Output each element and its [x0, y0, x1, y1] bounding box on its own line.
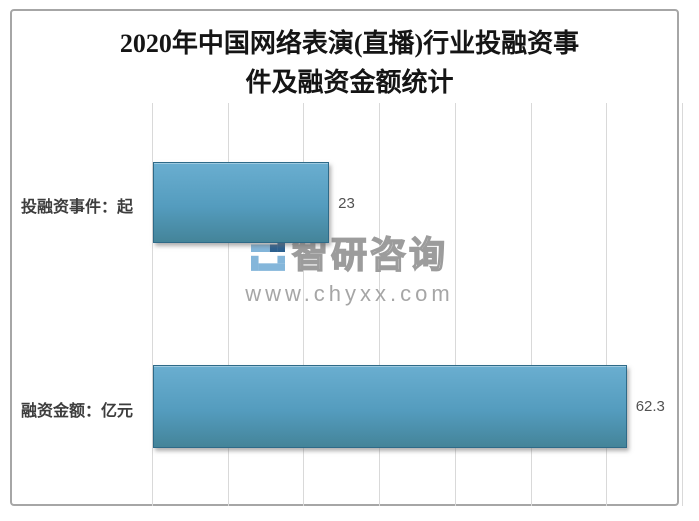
- gridline-x-50: [530, 103, 532, 506]
- gridline-x-0: [152, 103, 153, 506]
- category-label-investment-events: 投融资事件：起: [20, 199, 133, 216]
- chart-title-line1: 2020年中国网络表演(直播)行业投融资事: [119, 29, 580, 58]
- value-label-investment-events: 23: [338, 195, 355, 212]
- gridline-x-10: [227, 103, 229, 506]
- chart-frame-border: [10, 9, 679, 506]
- bar-financing-amount: [153, 365, 627, 448]
- value-label-financing-amount: 62.3: [635, 398, 665, 415]
- category-label-financing-amount: 融资金额：亿元: [20, 403, 133, 420]
- watermark-url: www.chyxx.com: [245, 281, 454, 306]
- gridline-x-20: [303, 103, 305, 506]
- bar-investment-events: [153, 162, 330, 243]
- gridline-x-70: [682, 103, 683, 506]
- chart-title: 2020年中国网络表演(直播)行业投融资事 件及融资金额统计: [60, 24, 639, 102]
- watermark: 智研咨询 www.chyxx.com: [0, 226, 699, 307]
- gridline-x-30: [379, 103, 381, 506]
- chart-title-line2: 件及融资金额统计: [245, 68, 454, 97]
- gridline-x-40: [454, 103, 456, 506]
- gridline-x-60: [606, 103, 608, 506]
